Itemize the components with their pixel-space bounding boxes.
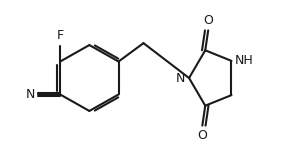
Text: O: O	[203, 14, 213, 27]
Text: F: F	[57, 29, 64, 42]
Text: NH: NH	[235, 54, 254, 67]
Text: N: N	[176, 71, 186, 85]
Text: O: O	[197, 129, 207, 142]
Text: N: N	[26, 88, 36, 101]
